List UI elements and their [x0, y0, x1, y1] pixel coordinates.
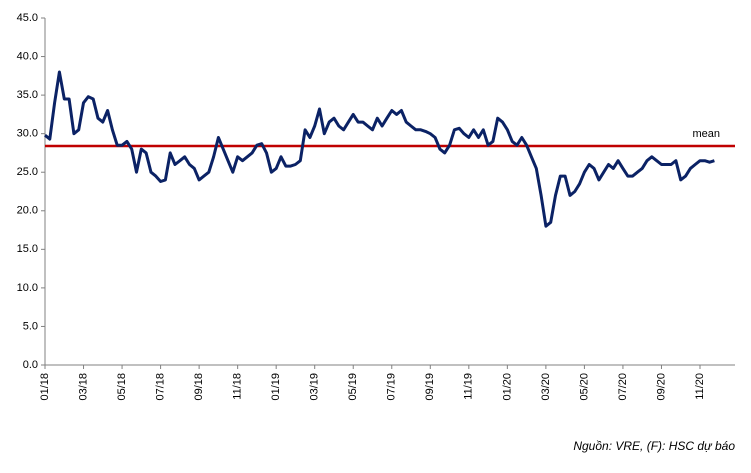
x-tick-label: 05/20	[578, 373, 590, 401]
x-tick-label: 07/19	[386, 373, 398, 401]
y-tick-label: 15.0	[17, 243, 38, 255]
y-tick-label: 30.0	[17, 128, 38, 140]
y-tick-label: 5.0	[23, 320, 38, 332]
x-tick-label: 01/19	[270, 373, 282, 401]
x-tick-label: 07/20	[617, 373, 629, 401]
y-tick-label: 35.0	[17, 89, 38, 101]
source-note: Nguồn: VRE, (F): HSC dự báo	[573, 439, 735, 453]
y-tick-label: 45.0	[17, 12, 38, 24]
x-tick-label: 01/18	[39, 373, 51, 401]
mean-label: mean	[692, 128, 720, 140]
y-tick-label: 0.0	[23, 359, 38, 371]
x-tick-label: 01/20	[501, 373, 513, 401]
x-tick-label: 05/18	[116, 373, 128, 401]
price-line	[44, 70, 715, 228]
x-tick-label: 11/18	[232, 373, 244, 400]
x-tick-label: 03/18	[77, 373, 89, 401]
x-tick-label: 09/20	[655, 373, 667, 401]
x-tick-label: 03/20	[540, 373, 552, 401]
x-tick-label: 07/18	[154, 373, 166, 401]
x-tick-label: 05/19	[347, 373, 359, 401]
x-tick-label: 03/19	[309, 373, 321, 401]
x-tick-label: 11/19	[463, 373, 475, 400]
y-tick-label: 40.0	[17, 50, 38, 62]
y-tick-label: 20.0	[17, 205, 38, 217]
y-tick-label: 25.0	[17, 166, 38, 178]
y-tick-label: 10.0	[17, 282, 38, 294]
x-tick-label: 11/20	[694, 373, 706, 400]
x-tick-label: 09/18	[193, 373, 205, 401]
x-tick-label: 09/19	[424, 373, 436, 401]
